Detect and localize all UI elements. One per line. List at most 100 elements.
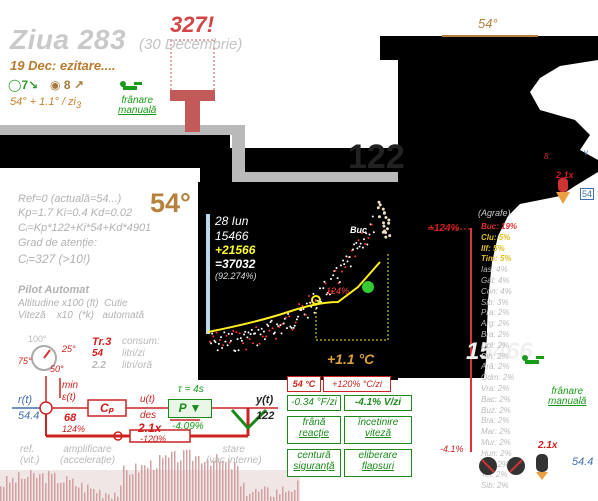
attention-value: Cᵢ=327 (>10!) — [18, 252, 91, 266]
right-value-bottom: 54.4 — [572, 456, 594, 468]
person-brake-icon[interactable] — [118, 78, 144, 99]
spark-bar — [288, 490, 290, 501]
spark-bar — [141, 464, 143, 501]
target-box — [315, 254, 389, 341]
person-brake-icon-right[interactable] — [520, 352, 546, 368]
scatter-point — [325, 293, 328, 296]
counter-b: ◉ 8 ↗ — [50, 78, 84, 92]
scatter-point — [305, 302, 308, 305]
scatter-point — [385, 227, 389, 231]
list-item: Tim: 5% — [481, 254, 512, 264]
scatter-point — [211, 332, 214, 335]
spark-bar — [132, 474, 134, 501]
spark-bar — [45, 483, 47, 501]
spark-bar — [216, 454, 218, 501]
scatter-point — [239, 337, 242, 340]
spark-bar — [279, 494, 281, 501]
spark-bar — [42, 473, 44, 501]
brake-reaction-button[interactable]: frână reacție — [287, 416, 341, 444]
manual-brake-label[interactable]: frânare manuală — [118, 95, 157, 116]
min-label: min — [62, 380, 79, 391]
spark-bar — [255, 488, 257, 501]
scatter-point — [268, 329, 271, 332]
gauge-right: 25° — [62, 344, 76, 354]
scatter-point — [250, 328, 253, 331]
spark-bar — [84, 492, 86, 501]
right-8: 8 — [544, 152, 549, 161]
scatter-point — [229, 339, 232, 342]
counter-a: ◯7↘ — [8, 78, 39, 92]
spark-bar — [0, 486, 2, 501]
r-value: 54.4 — [18, 410, 40, 422]
rate-text: 54° + 1.1° / zi3 — [10, 96, 82, 111]
scatter-point — [297, 315, 299, 318]
scatter-point — [335, 267, 338, 270]
scatter-point — [348, 256, 351, 259]
scatter-point — [217, 342, 220, 345]
trend-line — [207, 261, 381, 333]
scatter-point — [248, 338, 251, 341]
spark-bar — [210, 465, 212, 501]
scatter-point — [306, 316, 309, 319]
scatter-point — [260, 327, 263, 330]
spark-bar — [27, 477, 29, 501]
plot-scatter — [207, 200, 392, 353]
eps-value: 68 — [64, 412, 77, 424]
scatter-point — [284, 316, 287, 319]
scatter-point — [366, 243, 369, 246]
scatter-point — [339, 264, 342, 267]
consum-v1: 54 — [92, 348, 104, 359]
eps-percent: 124% — [62, 424, 86, 434]
scatter-point — [214, 341, 217, 344]
spark-bar — [258, 491, 260, 501]
rocket-icon — [556, 178, 570, 204]
scatter-point — [341, 270, 343, 273]
spark-bar — [285, 492, 287, 501]
spark-bar — [273, 496, 275, 501]
spark-bar — [222, 460, 224, 501]
seatbelt-button[interactable]: centură siguranță — [287, 449, 341, 477]
scatter-point — [243, 333, 246, 336]
scatter-point — [295, 318, 298, 321]
alert-value: 327! — [170, 12, 215, 37]
gauge-top: 100° — [28, 334, 47, 344]
spark-bar — [30, 470, 32, 501]
spark-bar — [51, 473, 53, 501]
scatter-point — [210, 342, 213, 345]
scatter-point — [344, 266, 347, 269]
release-flaps-button[interactable]: eliberare flapsuri — [344, 449, 412, 477]
spark-bar — [282, 486, 284, 501]
scatter-point — [371, 215, 374, 218]
scatter-point — [382, 224, 386, 228]
spark-bar — [114, 492, 116, 501]
manual-brake-label-right[interactable]: frânare manuală — [548, 386, 587, 407]
autopilot-row1: Altitudine x100 (ft) Cutie — [18, 298, 128, 309]
right-multiplier-bottom: 2.1x — [538, 440, 558, 451]
spark-bar — [57, 483, 59, 501]
eps-label: ε(t) — [62, 392, 76, 403]
spark-bar — [60, 482, 62, 501]
list-item: Tel: 2% — [481, 470, 508, 480]
spark-bar — [294, 490, 296, 501]
spark-bar — [243, 482, 245, 501]
slow-speed-button[interactable]: încetinire viteză — [344, 416, 412, 444]
scatter-point — [261, 335, 264, 338]
r-label: r(t) — [18, 394, 33, 406]
scatter-point — [265, 335, 268, 338]
spark-bar — [228, 459, 230, 501]
scatter-point — [290, 326, 293, 329]
scatter-point — [259, 333, 262, 336]
spark-bar — [213, 460, 215, 501]
scatter-point — [384, 215, 388, 219]
spark-bar — [33, 473, 35, 501]
brown-circle-icon: ◉ — [50, 78, 61, 92]
plot-date: 28 Iun — [215, 214, 249, 228]
gauge-left: 75° — [18, 356, 32, 366]
scatter-point — [228, 341, 231, 344]
spark-bar — [78, 487, 80, 501]
scatter-point — [324, 282, 327, 285]
scatter-point — [349, 265, 352, 268]
scatter-point — [354, 255, 357, 258]
spark-bar — [66, 476, 68, 501]
spark-bar — [219, 461, 221, 501]
